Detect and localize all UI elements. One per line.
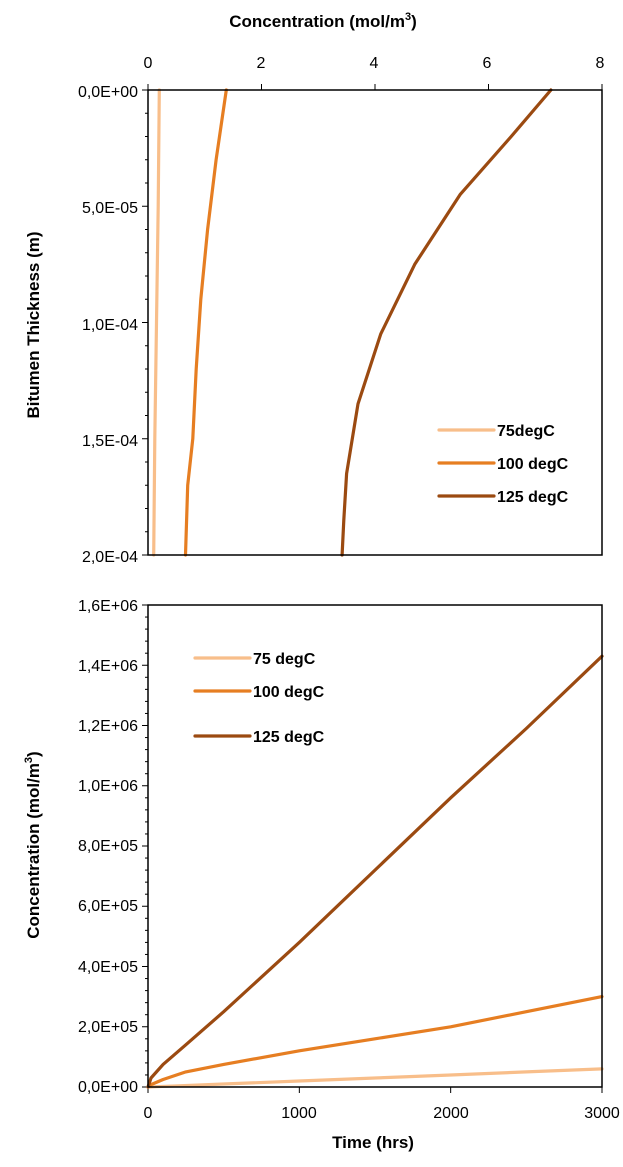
c1-x-tick-marks bbox=[147, 84, 603, 90]
c1-y-tick-label-4: 2,0E-04 bbox=[82, 549, 138, 566]
c1-x-tick-label-0: 0 bbox=[144, 55, 153, 72]
c1-x-tick-label-2: 4 bbox=[370, 55, 379, 72]
c2-y-tick-label-2: 4,0E+05 bbox=[78, 959, 138, 976]
c2-y-tick-label-3: 6,0E+05 bbox=[78, 898, 138, 915]
c2-legend-label-125degc: 125 degC bbox=[253, 729, 325, 746]
c2-y-tick-label-4: 8,0E+05 bbox=[78, 838, 138, 855]
c1-y-tick-label-1: 5,0E-05 bbox=[82, 200, 138, 217]
c2-y-tick-marks bbox=[142, 604, 148, 1088]
c2-plot-frame bbox=[147, 604, 603, 1088]
concentration-time-chart: 1,6E+06 1,4E+06 1,2E+06 1,0E+06 8,0E+05 … bbox=[23, 598, 620, 1152]
c2-y-tick-label-6: 1,2E+06 bbox=[78, 718, 138, 735]
c2-legend-label-100degc: 100 degC bbox=[253, 684, 325, 701]
c1-series-125degc bbox=[340, 88, 553, 557]
c1-y-tick-label-2: 1,0E-04 bbox=[82, 317, 138, 334]
c1-x-tick-label-3: 6 bbox=[483, 55, 492, 72]
c2-y-tick-label-1: 2,0E+05 bbox=[78, 1019, 138, 1036]
c2-series-125degc bbox=[146, 654, 604, 1089]
c2-x-tick-label-1: 1000 bbox=[281, 1105, 317, 1122]
c1-x-tick-label-1: 2 bbox=[257, 55, 266, 72]
c1-plot-frame bbox=[147, 89, 603, 556]
c2-y-tick-label-8: 1,6E+06 bbox=[78, 598, 138, 615]
c1-series-75degc bbox=[152, 88, 161, 557]
c1-x-tick-label-4: 8 bbox=[596, 55, 605, 72]
c1-legend-label-100degc: 100 degC bbox=[497, 456, 569, 473]
c2-series-lines bbox=[146, 654, 604, 1089]
c1-x-axis-title: Concentration (mol/m3) bbox=[229, 11, 416, 31]
c1-y-tick-marks bbox=[142, 89, 148, 556]
c2-y-axis-title: Concentration (mol/m3) bbox=[23, 751, 43, 938]
thickness-profile-chart: Concentration (mol/m3) Bitumen Thickness… bbox=[24, 11, 605, 566]
c2-y-tick-label-5: 1,0E+06 bbox=[78, 778, 138, 795]
c2-series-75degc bbox=[146, 1067, 604, 1089]
c2-legend-label-75degc: 75 degC bbox=[253, 651, 316, 668]
c2-legend: 75 degC 100 degC 125 degC bbox=[193, 651, 325, 746]
c1-legend-label-75degc: 75degC bbox=[497, 423, 555, 440]
c2-x-tick-marks bbox=[147, 1087, 603, 1093]
c2-series-100degc bbox=[146, 995, 604, 1089]
c2-x-tick-label-0: 0 bbox=[144, 1105, 153, 1122]
c2-y-tick-label-0: 0,0E+00 bbox=[78, 1079, 138, 1096]
c1-legend-label-125degc: 125 degC bbox=[497, 489, 569, 506]
c2-x-tick-label-3: 3000 bbox=[584, 1105, 620, 1122]
c1-series-lines bbox=[152, 88, 553, 557]
c1-y-tick-label-0: 0,0E+00 bbox=[78, 84, 138, 101]
c2-y-tick-label-7: 1,4E+06 bbox=[78, 658, 138, 675]
c2-x-tick-label-2: 2000 bbox=[433, 1105, 469, 1122]
c1-legend: 75degC 100 degC 125 degC bbox=[437, 423, 569, 506]
c1-series-100degc bbox=[183, 88, 228, 557]
c1-y-tick-label-3: 1,5E-04 bbox=[82, 433, 138, 450]
c2-x-axis-title: Time (hrs) bbox=[332, 1133, 414, 1152]
c1-y-axis-title: Bitumen Thickness (m) bbox=[24, 231, 43, 418]
